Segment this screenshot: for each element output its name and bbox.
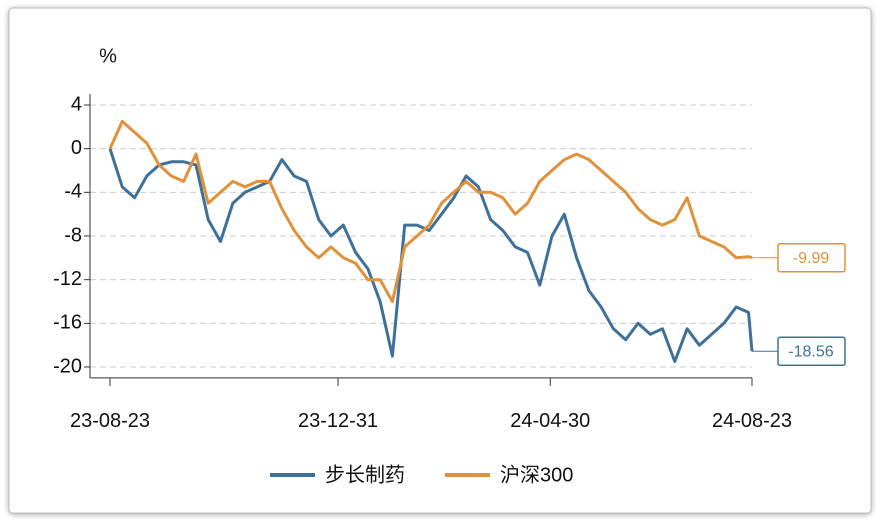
y-axis-label: % — [99, 45, 117, 67]
end-label-box — [777, 242, 846, 273]
series-line — [108, 119, 753, 303]
y-tick-label: -20 — [53, 355, 82, 377]
y-tick-label: -16 — [53, 312, 82, 334]
y-tick-label: 0 — [71, 137, 82, 159]
y-tick-label: 4 — [71, 93, 82, 115]
x-tick-label: 24-08-23 — [712, 410, 792, 432]
y-tick-label: -8 — [64, 224, 82, 246]
legend-label: 沪深300 — [500, 463, 573, 486]
y-tick-label: -4 — [64, 181, 82, 203]
end-label-box — [777, 336, 846, 367]
series-line — [108, 148, 754, 363]
frame — [8, 7, 872, 514]
end-label: -9.99 — [793, 250, 830, 267]
y-tick-label: -12 — [53, 268, 82, 290]
x-tick-label: 23-08-23 — [70, 410, 150, 432]
x-tick-label: 24-04-30 — [510, 410, 590, 432]
x-tick-label: 23-12-31 — [298, 410, 378, 432]
end-label: -18.56 — [788, 343, 833, 360]
legend-label: 步长制药 — [325, 463, 405, 486]
